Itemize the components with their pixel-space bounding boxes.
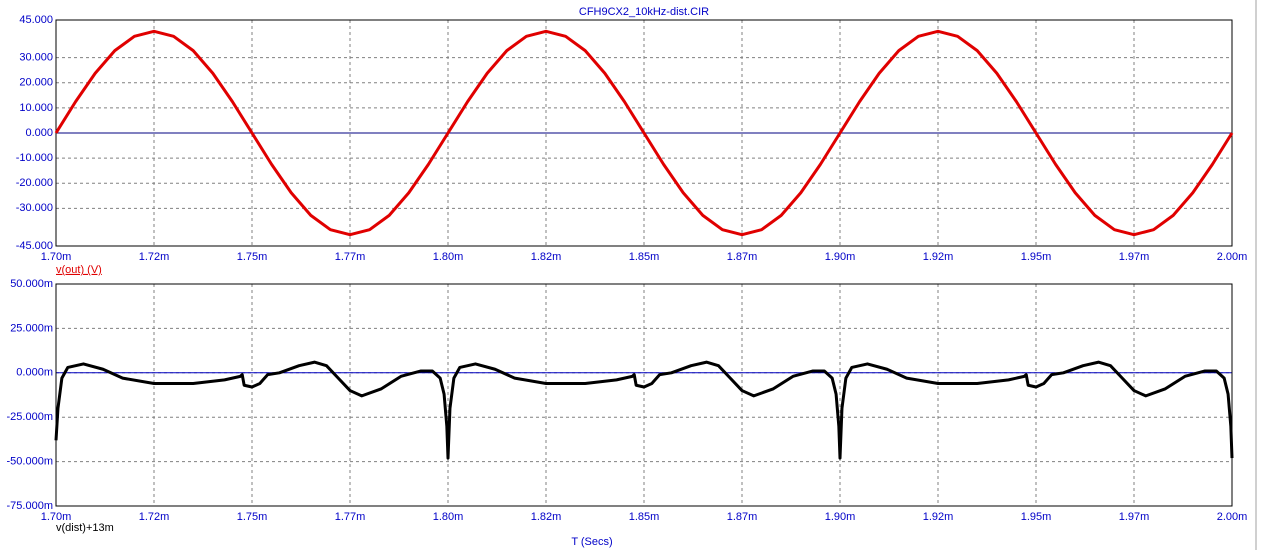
y-tick-label: 20.000: [19, 77, 53, 89]
x-tick-label: 1.75m: [237, 251, 268, 263]
x-tick-label: 1.97m: [1119, 251, 1150, 263]
x-tick-label: 1.87m: [727, 251, 758, 263]
y-tick-label: -30.000: [16, 202, 53, 214]
x-tick-label: 1.80m: [433, 511, 464, 523]
x-tick-label: 1.70m: [41, 251, 72, 263]
x-tick-label: 1.85m: [629, 511, 660, 523]
x-tick-label: 1.90m: [825, 511, 856, 523]
x-tick-label: 1.95m: [1021, 511, 1052, 523]
x-tick-label: 2.00m: [1217, 511, 1248, 523]
legend-label: v(dist)+13m: [56, 522, 114, 534]
chart-title: CFH9CX2_10kHz-dist.CIR: [579, 6, 709, 18]
y-tick-label: -10.000: [16, 152, 53, 164]
x-tick-label: 1.77m: [335, 251, 366, 263]
y-tick-label: 45.000: [19, 14, 53, 26]
y-tick-label: -25.000m: [7, 411, 53, 423]
y-tick-label: 30.000: [19, 52, 53, 64]
series-line: [54, 360, 1234, 460]
x-tick-label: 1.85m: [629, 251, 660, 263]
x-tick-label: 1.87m: [727, 511, 758, 523]
x-tick-label: 1.82m: [531, 511, 562, 523]
y-tick-label: 0.000m: [16, 367, 53, 379]
plot-frame: [55, 283, 1233, 507]
y-tick-label: 10.000: [19, 102, 53, 114]
y-tick-label: 0.000: [25, 127, 53, 139]
y-tick-label: -45.000: [16, 240, 53, 252]
x-tick-label: 1.72m: [139, 511, 170, 523]
x-tick-label: 1.80m: [433, 251, 464, 263]
x-tick-label: 1.92m: [923, 511, 954, 523]
y-tick-label: -20.000: [16, 177, 53, 189]
legend-label: v(out) (V): [56, 264, 102, 276]
x-tick-label: 1.92m: [923, 251, 954, 263]
y-tick-label: 25.000m: [10, 322, 53, 334]
x-tick-label: 1.97m: [1119, 511, 1150, 523]
x-tick-label: 1.95m: [1021, 251, 1052, 263]
x-tick-label: 1.70m: [41, 511, 72, 523]
y-tick-label: 50.000m: [10, 278, 53, 290]
x-tick-label: 1.72m: [139, 251, 170, 263]
x-tick-label: 1.75m: [237, 511, 268, 523]
x-tick-label: 2.00m: [1217, 251, 1248, 263]
x-tick-label: 1.82m: [531, 251, 562, 263]
y-tick-label: -50.000m: [7, 456, 53, 468]
x-axis-label: T (Secs): [571, 536, 612, 548]
y-tick-label: -75.000m: [7, 500, 53, 512]
series-line: [54, 29, 1234, 237]
x-tick-label: 1.77m: [335, 511, 366, 523]
x-tick-label: 1.90m: [825, 251, 856, 263]
